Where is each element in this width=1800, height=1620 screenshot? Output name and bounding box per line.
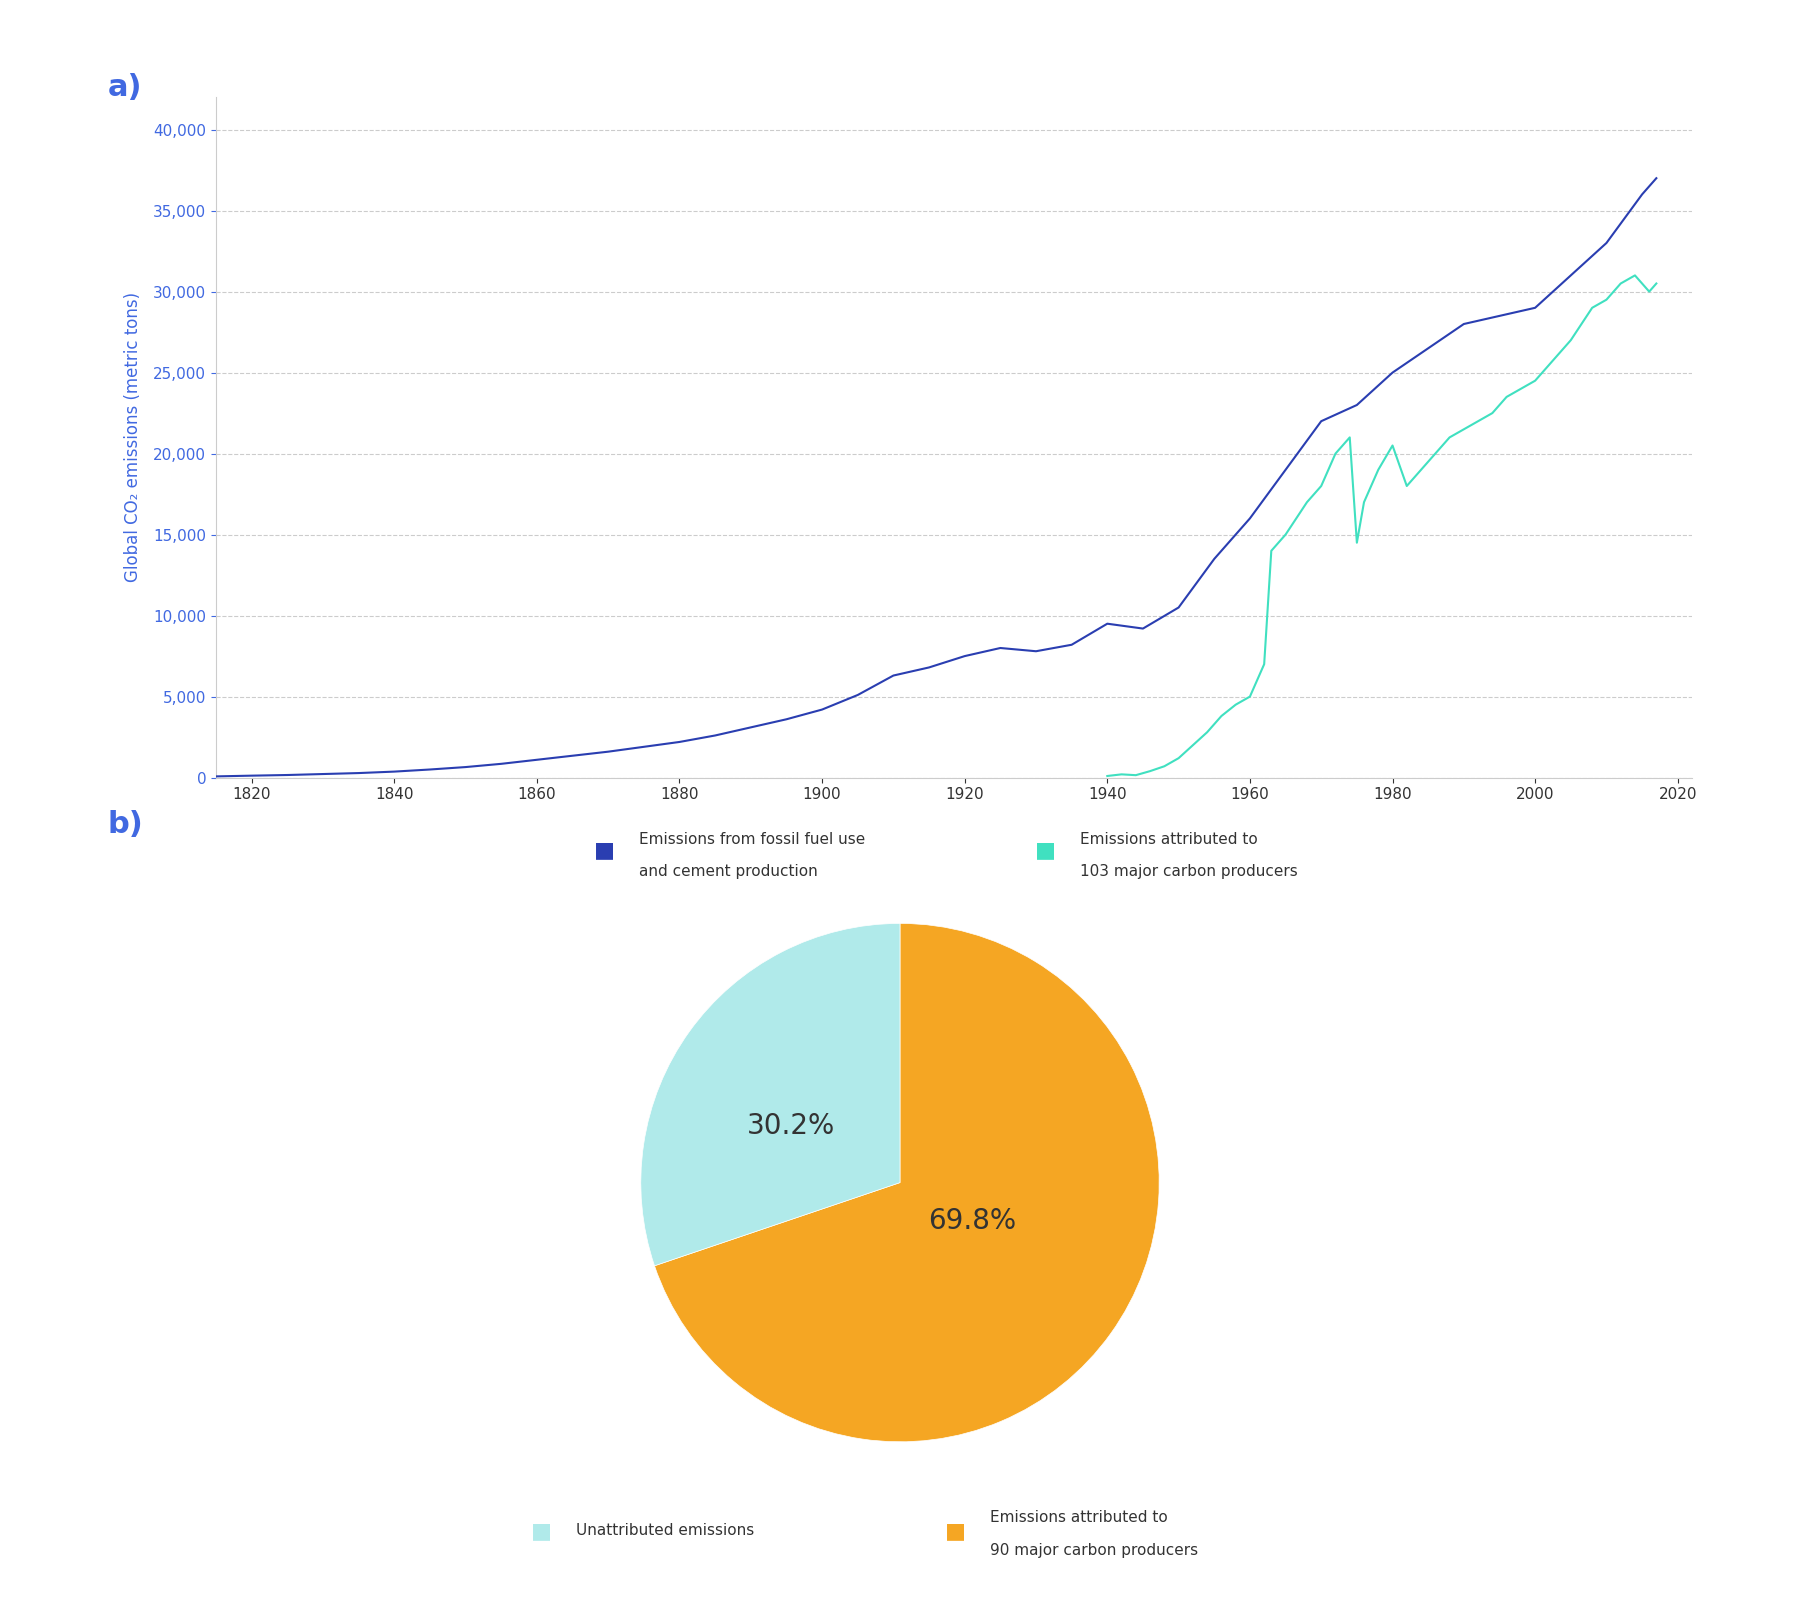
Text: 69.8%: 69.8% <box>929 1207 1017 1236</box>
Text: a): a) <box>108 73 142 102</box>
Wedge shape <box>655 923 1159 1442</box>
Text: ■: ■ <box>531 1521 553 1541</box>
Text: Unattributed emissions: Unattributed emissions <box>576 1523 754 1539</box>
Text: 30.2%: 30.2% <box>747 1111 835 1139</box>
Text: Emissions attributed to: Emissions attributed to <box>990 1510 1168 1526</box>
Text: Emissions from fossil fuel use: Emissions from fossil fuel use <box>639 831 866 847</box>
Wedge shape <box>641 923 900 1265</box>
Text: 103 major carbon producers: 103 major carbon producers <box>1080 863 1298 880</box>
Text: Emissions attributed to: Emissions attributed to <box>1080 831 1258 847</box>
Text: ■: ■ <box>945 1521 967 1541</box>
Text: ■: ■ <box>594 841 616 860</box>
Text: and cement production: and cement production <box>639 863 817 880</box>
Text: b): b) <box>108 810 144 839</box>
Text: ■: ■ <box>1035 841 1057 860</box>
Y-axis label: Global CO₂ emissions (metric tons): Global CO₂ emissions (metric tons) <box>124 292 142 583</box>
Text: 90 major carbon producers: 90 major carbon producers <box>990 1542 1199 1558</box>
